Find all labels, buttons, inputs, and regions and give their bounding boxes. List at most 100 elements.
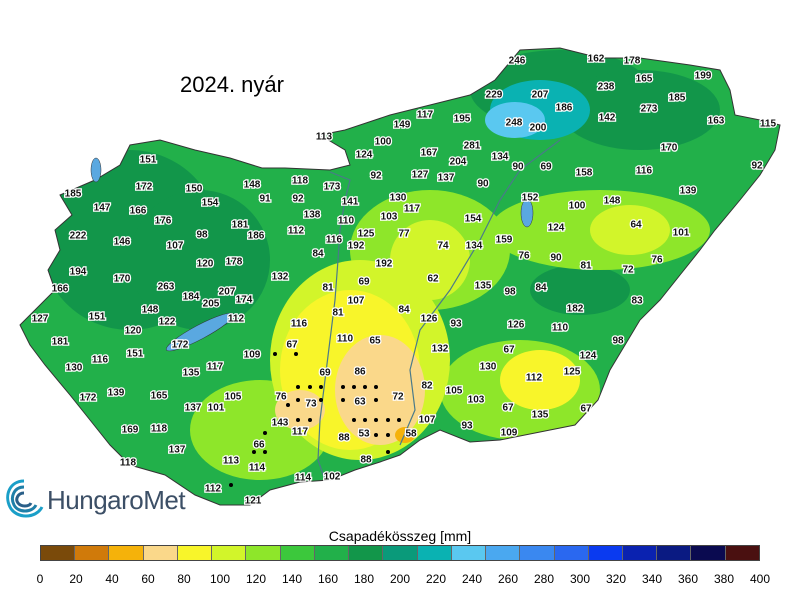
station-value: 109 [244, 350, 261, 361]
legend-tick-label: 380 [713, 572, 735, 586]
station-value: 172 [80, 393, 97, 404]
station-value: 154 [465, 214, 482, 225]
station-value: 120 [125, 326, 142, 337]
station-value: 118 [292, 176, 309, 187]
station-value: 165 [151, 391, 168, 402]
station-value: 115 [760, 119, 777, 130]
station-value: 98 [612, 336, 624, 347]
station-value: 65 [369, 336, 381, 347]
station-value: 207 [219, 287, 236, 298]
station-value: 98 [504, 287, 516, 298]
station-value: 64 [630, 220, 642, 231]
station-value: 114 [249, 463, 266, 474]
station-value: 167 [421, 148, 438, 159]
station-value: 170 [114, 274, 131, 285]
station-value: 93 [450, 319, 462, 330]
station-value: 185 [669, 93, 686, 104]
station-value: 105 [446, 386, 463, 397]
legend-tick-label: 220 [425, 572, 447, 586]
station-value: 142 [599, 113, 616, 124]
legend-swatch [314, 546, 350, 560]
legend-tick-label: 260 [497, 572, 519, 586]
legend-swatch [383, 546, 418, 560]
station-value: 107 [419, 415, 436, 426]
station-value: 67 [580, 404, 592, 415]
station-value: 110 [552, 323, 569, 334]
legend-swatch [280, 546, 315, 560]
station-value: 130 [390, 193, 407, 204]
station-value: 132 [272, 272, 289, 283]
station-value: 229 [486, 90, 503, 101]
station-value: 148 [142, 305, 159, 316]
station-value: 158 [576, 168, 593, 179]
station-value: 90 [550, 253, 562, 264]
legend-tick-label: 0 [36, 572, 44, 586]
station-value: 117 [207, 362, 224, 373]
station-value: 147 [94, 203, 111, 214]
legend-tick-label: 400 [749, 572, 771, 586]
station-value: 195 [454, 114, 471, 125]
station-value: 186 [248, 231, 265, 242]
station-value: 114 [295, 473, 312, 484]
station-value: 110 [337, 334, 354, 345]
station-value: 248 [506, 118, 523, 129]
station-value: 184 [183, 292, 200, 303]
station-value: 281 [464, 141, 481, 152]
station-value: 126 [508, 320, 525, 331]
station-value: 88 [338, 433, 350, 444]
station-value: 143 [272, 418, 289, 429]
legend-swatch [212, 546, 247, 560]
legend-swatch [246, 546, 281, 560]
station-value: 117 [292, 427, 309, 438]
legend-ticks: 0 20 40 60 80 100 120 140 160 180 200 220 240 260 280 3… [0, 572, 800, 588]
station-value: 204 [450, 157, 467, 168]
station-value: 222 [70, 231, 87, 242]
station-value: 100 [569, 201, 586, 212]
station-value: 103 [468, 395, 485, 406]
legend-swatch [109, 546, 144, 560]
station-value: 182 [567, 304, 584, 315]
station-value: 137 [185, 403, 202, 414]
station-value: 72 [622, 265, 634, 276]
station-value: 181 [52, 337, 69, 348]
station-value: 67 [502, 403, 514, 414]
legend-swatch [177, 546, 213, 560]
legend-swatch [75, 546, 110, 560]
station-value: 186 [556, 103, 573, 114]
station-value: 76 [275, 392, 287, 403]
legend-tick-label: 40 [105, 572, 119, 586]
station-value: 173 [324, 182, 341, 193]
station-value: 176 [155, 216, 172, 227]
legend-swatch [588, 546, 623, 560]
legend-tick-label: 140 [281, 572, 303, 586]
station-value: 130 [480, 362, 497, 373]
legend-swatch [451, 546, 487, 560]
station-value: 98 [196, 230, 208, 241]
station-value: 135 [475, 281, 492, 292]
station-value: 165 [636, 74, 653, 85]
legend-tick-label: 280 [533, 572, 555, 586]
station-value: 149 [394, 120, 411, 131]
legend-swatch [349, 546, 384, 560]
station-value: 58 [405, 429, 417, 440]
station-value: 139 [108, 388, 125, 399]
station-value: 151 [89, 312, 106, 323]
legend-tick-label: 300 [569, 572, 591, 586]
station-value: 122 [159, 317, 176, 328]
station-value: 127 [412, 170, 429, 181]
station-value: 118 [151, 424, 168, 435]
station-value: 118 [120, 458, 137, 469]
station-values: 246 162 178 199 165 238 229 207 185 186 273 142 195 1… [30, 52, 777, 508]
station-value: 192 [376, 259, 393, 270]
station-value: 174 [236, 295, 253, 306]
station-value: 102 [324, 472, 341, 483]
station-value: 74 [437, 241, 449, 252]
station-value: 117 [417, 110, 434, 121]
station-value: 116 [92, 355, 109, 366]
station-value: 273 [641, 104, 658, 115]
station-value: 137 [169, 445, 186, 456]
legend-swatch [622, 546, 658, 560]
station-value: 238 [598, 82, 615, 93]
legend-tick-label: 100 [209, 572, 231, 586]
